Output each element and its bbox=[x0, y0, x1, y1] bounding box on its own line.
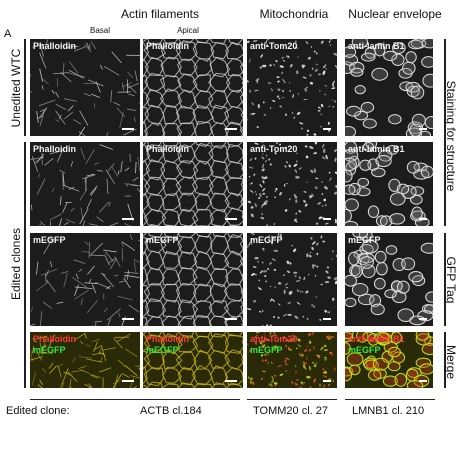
scale-bar bbox=[419, 218, 427, 220]
micrograph-merge-mito: anti-Tom20 mEGFP bbox=[247, 332, 337, 388]
micrograph-merge-nuclear: anti-lamin B1 mEGFP bbox=[345, 332, 433, 388]
scale-bar bbox=[323, 218, 331, 220]
stain-label-red: Phalloidin bbox=[33, 334, 77, 344]
bottom-line-mito bbox=[247, 399, 337, 400]
bottom-clone-actin: ACTB cl.184 bbox=[140, 405, 202, 417]
scale-bar bbox=[122, 318, 134, 320]
scale-bar bbox=[225, 318, 237, 320]
left-bracket-unedited bbox=[24, 39, 26, 136]
stain-label-red: anti-lamin B1 bbox=[348, 334, 405, 344]
micrograph-gfp-basal: mEGFP bbox=[30, 233, 140, 326]
micrograph-stain-basal: Phalloidin bbox=[30, 142, 140, 226]
scale-bar bbox=[419, 128, 427, 130]
stain-label: Phalloidin bbox=[33, 144, 77, 154]
column-subtitle-basal: Basal bbox=[89, 26, 110, 35]
stain-label: Phalloidin bbox=[146, 144, 190, 154]
micrograph-stain-mito: anti-Tom20 bbox=[247, 142, 337, 226]
micrograph-stain-apical: Phalloidin bbox=[143, 142, 243, 226]
right-bracket-merge bbox=[444, 332, 446, 388]
micrograph-unedited-mito: anti-Tom20 bbox=[247, 39, 337, 136]
column-subtitle-apical: Apical bbox=[177, 26, 199, 35]
micrograph-merge-apical: Phalloidin mEGFP bbox=[143, 332, 243, 388]
stain-label-green: mEGFP bbox=[348, 345, 381, 355]
scale-bar bbox=[122, 218, 134, 220]
scale-bar bbox=[225, 380, 237, 382]
stain-label-green: mEGFP bbox=[146, 345, 179, 355]
micrograph-merge-basal: Phalloidin mEGFP bbox=[30, 332, 140, 388]
stain-label: Phalloidin bbox=[33, 41, 77, 51]
scale-bar bbox=[122, 128, 134, 130]
micrograph-gfp-nuclear: mEGFP bbox=[345, 233, 433, 326]
stain-label: mEGFP bbox=[348, 235, 381, 245]
bottom-clone-nuclear: LMNB1 cl. 210 bbox=[352, 405, 425, 417]
stain-label: Phalloidin bbox=[146, 41, 190, 51]
left-bracket-edited bbox=[24, 142, 26, 388]
stain-label: mEGFP bbox=[33, 235, 66, 245]
bottom-line-nuclear bbox=[345, 399, 435, 400]
stain-label-red: Phalloidin bbox=[146, 334, 190, 344]
stain-label: anti-Tom20 bbox=[250, 41, 298, 51]
row-label-gfp: GFP Tag bbox=[444, 256, 458, 304]
scale-bar bbox=[225, 128, 237, 130]
row-label-unedited: Unedited WTC bbox=[9, 48, 23, 128]
stain-label-red: anti-Tom20 bbox=[250, 334, 298, 344]
right-bracket-gfp bbox=[444, 233, 446, 326]
micrograph-stain-nuclear: anti-lamin B1 bbox=[345, 142, 433, 226]
stain-label: anti-lamin B1 bbox=[348, 41, 405, 51]
micrograph-unedited-apical: Phalloidin bbox=[143, 39, 243, 136]
column-title-actin: Actin filaments bbox=[120, 7, 200, 21]
bottom-prefix: Edited clone: bbox=[6, 405, 70, 417]
micrograph-gfp-apical: mEGFP bbox=[143, 233, 243, 326]
row-label-structure: Staining for structure bbox=[444, 80, 458, 192]
micrograph-gfp-mito: mEGFP bbox=[247, 233, 337, 326]
row-label-edited: Edited clones bbox=[9, 227, 23, 301]
micrograph-unedited-basal: Phalloidin bbox=[30, 39, 140, 136]
panel-label: A bbox=[4, 28, 12, 40]
stain-label: mEGFP bbox=[146, 235, 179, 245]
micrograph-unedited-nuclear: anti-lamin B1 bbox=[345, 39, 433, 136]
scale-bar bbox=[323, 380, 331, 382]
bottom-clone-mito: TOMM20 cl. 27 bbox=[253, 405, 328, 417]
row-label-merge: Merge bbox=[444, 344, 458, 379]
scale-bar bbox=[323, 318, 331, 320]
column-title-nuclear: Nuclear envelope bbox=[348, 7, 442, 21]
right-bracket-structure bbox=[444, 39, 446, 226]
stain-label: mEGFP bbox=[250, 235, 283, 245]
scale-bar bbox=[323, 128, 331, 130]
stain-label-green: mEGFP bbox=[250, 345, 283, 355]
scale-bar bbox=[122, 380, 134, 382]
bottom-line-actin bbox=[30, 399, 240, 400]
stain-label: anti-Tom20 bbox=[250, 144, 298, 154]
stain-label-green: mEGFP bbox=[33, 345, 66, 355]
column-title-mito: Mitochondria bbox=[259, 7, 329, 21]
scale-bar bbox=[419, 380, 427, 382]
stain-label: anti-lamin B1 bbox=[348, 144, 405, 154]
scale-bar bbox=[419, 318, 427, 320]
scale-bar bbox=[225, 218, 237, 220]
